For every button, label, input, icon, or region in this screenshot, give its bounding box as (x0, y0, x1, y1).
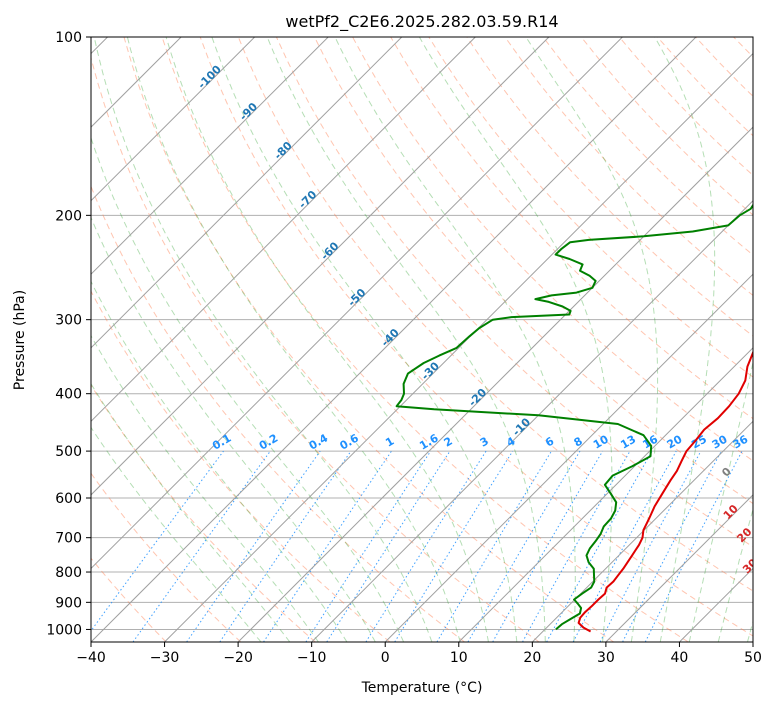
moist-adiabat-line (91, 382, 291, 642)
mixing-ratio-line (394, 450, 514, 642)
isotherm-line (91, 37, 550, 496)
x-axis-label: Temperature (°C) (361, 680, 483, 696)
x-tick-label: −40 (76, 650, 106, 666)
x-tick-label: 0 (381, 650, 390, 666)
y-tick-label: 200 (55, 208, 82, 224)
plot-frame (90, 36, 754, 643)
y-tick-label: 800 (55, 565, 82, 581)
x-tick-label: 20 (523, 650, 541, 666)
mixing-ratio-line (572, 450, 677, 642)
mixing-ratio-line (305, 450, 432, 642)
moist-adiabat-line (91, 334, 319, 642)
temperature-line (577, 350, 753, 633)
x-tick-label: 50 (744, 650, 762, 666)
dry-adiabat-line (428, 37, 753, 378)
isotherm-line (91, 37, 329, 275)
dry-adiabat-line (91, 185, 465, 642)
mixing-ratio-line (91, 450, 224, 632)
isotherm-line (91, 37, 476, 423)
profile-series (395, 203, 753, 633)
isotherm-line (91, 37, 623, 570)
isotherm-line (311, 199, 753, 642)
moist-adiabat-line (126, 37, 461, 642)
moist-adiabat-line (91, 280, 348, 642)
moist-adiabat-line (688, 360, 753, 642)
mixing-ratio-lines (91, 450, 743, 642)
mixing-ratio-line (186, 450, 321, 642)
isotherm-line (605, 494, 753, 642)
dewpoint-line (395, 203, 753, 631)
dry-adiabat-line (91, 290, 391, 642)
dry-adiabat-line (91, 384, 316, 642)
dry-adiabat-line (314, 37, 753, 505)
x-axis-ticks: −40 −30 −20 −10 0 10 20 30 40 50 (76, 642, 762, 666)
x-tick-label: −20 (223, 650, 253, 666)
dry-adiabat-line (91, 55, 540, 642)
moist-adiabat-line (418, 37, 613, 642)
moist-adiabat-line (266, 37, 546, 642)
dry-adiabat-line (91, 472, 242, 642)
isotherm-line (531, 420, 753, 642)
dry-adiabat-line (161, 37, 689, 642)
y-tick-label: 700 (55, 531, 82, 547)
y-tick-label: 600 (55, 491, 82, 507)
moist-adiabat-line (165, 37, 489, 642)
y-tick-label: 300 (55, 313, 82, 329)
dry-adiabat-line (352, 37, 753, 462)
isotherm-line (237, 126, 753, 642)
mixing-ratio-line (522, 450, 631, 642)
isotherm-line (91, 37, 256, 202)
dry-adiabat-line (504, 37, 753, 296)
moist-adiabats (91, 37, 753, 642)
moist-adiabat-line (717, 507, 753, 642)
isotherm-line (91, 37, 403, 349)
dry-adiabat-line (466, 37, 753, 337)
dry-adiabat-line (123, 37, 614, 642)
x-tick-label: −30 (150, 650, 180, 666)
x-tick-label: −10 (297, 650, 327, 666)
isotherm-line (458, 347, 753, 642)
x-tick-label: 40 (671, 650, 689, 666)
pressure-gridlines (91, 37, 753, 630)
moist-adiabat-line (91, 216, 376, 642)
plot-area: -100-90-80-70-60-50-40-30-20-100.1 0.2 0.4… (91, 37, 754, 642)
y-tick-label: 1000 (46, 622, 82, 638)
mixing-ratio-line (132, 450, 271, 642)
y-axis-label: Pressure (hPa) (12, 290, 28, 390)
y-tick-label: 500 (55, 444, 82, 460)
moist-adiabat-line (93, 37, 433, 642)
y-axis-ticks: 100 200 300 400 500 600 700 800 900 1000 (46, 30, 91, 638)
x-tick-label: 10 (450, 650, 468, 666)
dry-adiabat-line (390, 37, 753, 420)
moist-adiabat-label: 20 (734, 525, 754, 545)
mixing-ratio-line (326, 450, 451, 642)
y-tick-label: 900 (55, 595, 82, 611)
isotherm-line (384, 273, 753, 642)
mixing-ratio-line (644, 450, 743, 642)
dry-adiabat-line (237, 37, 753, 592)
y-tick-label: 400 (55, 387, 82, 403)
moist-adiabat-line (91, 136, 405, 642)
isotherm-line (91, 37, 697, 642)
x-tick-label: 30 (597, 650, 615, 666)
mixing-ratio-line (219, 450, 352, 642)
moist-adiabat-line (91, 426, 262, 642)
moist-adiabat-line (211, 37, 518, 642)
moist-adiabat-line (654, 37, 716, 642)
mixing-ratio-line (263, 450, 392, 642)
moist-adiabat-line (525, 37, 659, 642)
y-tick-label: 100 (55, 30, 82, 46)
chart-title: wetPf2_C2E6.2025.282.03.59.R14 (285, 12, 558, 32)
